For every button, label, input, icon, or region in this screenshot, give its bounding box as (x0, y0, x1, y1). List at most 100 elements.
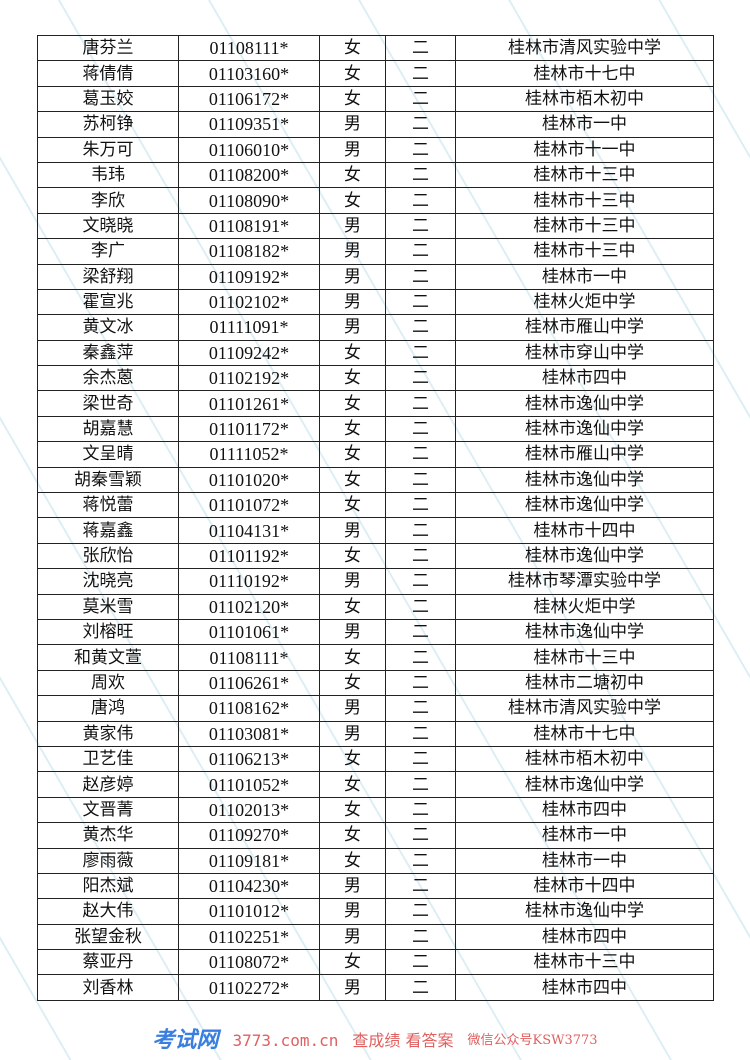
gender-cell: 女 (319, 644, 386, 671)
name-cell: 莫米雪 (37, 593, 179, 620)
school-cell: 桂林市琴潭实验中学 (455, 568, 714, 595)
table-row: 文呈晴 01111052* 女二桂林市雁山中学 (37, 441, 714, 468)
table-row: 李广 01108182* 男二桂林市十三中 (37, 238, 714, 265)
gender-cell: 男 (319, 974, 386, 1001)
grade-cell: 二 (385, 847, 456, 874)
gender-cell: 女 (319, 847, 386, 874)
id-cell: 01101061* (178, 618, 320, 646)
table-row: 李欣 01108090* 女二桂林市十三中 (37, 187, 714, 214)
school-cell: 桂林市逸仙中学 (455, 415, 714, 443)
id-cell: 01101192* (178, 542, 320, 570)
grade-cell: 二 (385, 111, 456, 138)
school-cell: 桂林火炬中学 (455, 593, 714, 620)
school-cell: 桂林市十三中 (455, 238, 714, 265)
table-row: 黄杰华 01109270* 女二桂林市一中 (37, 822, 714, 849)
grade-cell: 二 (385, 415, 456, 443)
table-row: 苏柯铮 01109351* 男二桂林市一中 (37, 111, 714, 138)
gender-cell: 男 (319, 314, 386, 341)
grade-cell: 二 (385, 898, 456, 925)
school-cell: 桂林市逸仙中学 (455, 492, 714, 519)
name-cell: 文晋菁 (37, 796, 179, 824)
name-cell: 李广 (37, 238, 179, 265)
id-cell: 01106010* (178, 136, 320, 163)
name-cell: 和黄文萱 (37, 644, 179, 671)
name-cell: 黄家伟 (37, 720, 179, 747)
name-cell: 文呈晴 (37, 441, 179, 468)
table-row: 韦玮 01108200* 女二桂林市十三中 (37, 161, 714, 189)
id-cell: 01109270* (178, 822, 320, 849)
name-cell: 黄文冰 (37, 314, 179, 341)
school-cell: 桂林市一中 (455, 111, 714, 138)
name-cell: 阳杰斌 (37, 872, 179, 900)
name-cell: 蒋嘉鑫 (37, 517, 179, 544)
gender-cell: 女 (319, 339, 386, 367)
school-cell: 桂林市二塘初中 (455, 669, 714, 697)
gender-cell: 女 (319, 365, 386, 392)
id-cell: 01108162* (178, 695, 320, 722)
gender-cell: 男 (319, 720, 386, 747)
grade-cell: 二 (385, 517, 456, 544)
name-cell: 周欢 (37, 669, 179, 697)
grade-cell: 二 (385, 466, 456, 494)
name-cell: 霍宣兆 (37, 288, 179, 316)
id-cell: 01109242* (178, 339, 320, 367)
school-cell: 桂林市十三中 (455, 161, 714, 189)
name-cell: 赵彦婷 (37, 771, 179, 798)
gender-cell: 女 (319, 390, 386, 417)
table-row: 梁舒翔 01109192* 男二桂林市一中 (37, 263, 714, 290)
name-cell: 卫艺佳 (37, 745, 179, 773)
id-cell: 01101020* (178, 466, 320, 494)
id-cell: 01101072* (178, 492, 320, 519)
grade-cell: 二 (385, 745, 456, 773)
id-cell: 01101012* (178, 898, 320, 925)
grade-cell: 二 (385, 771, 456, 798)
table-row: 霍宣兆 01102102* 男二桂林火炬中学 (37, 288, 714, 316)
gender-cell: 女 (319, 60, 386, 87)
school-cell: 桂林市栢木初中 (455, 745, 714, 773)
id-cell: 01109351* (178, 111, 320, 138)
school-cell: 桂林市四中 (455, 796, 714, 824)
grade-cell: 二 (385, 644, 456, 671)
gender-cell: 女 (319, 187, 386, 214)
school-cell: 桂林市十四中 (455, 517, 714, 544)
grade-cell: 二 (385, 974, 456, 1001)
school-cell: 桂林市一中 (455, 847, 714, 874)
school-cell: 桂林市栢木初中 (455, 85, 714, 113)
grade-cell: 二 (385, 923, 456, 951)
name-cell: 苏柯铮 (37, 111, 179, 138)
table-row: 余杰蒽 01102192* 女二桂林市四中 (37, 365, 714, 392)
school-cell: 桂林市十三中 (455, 644, 714, 671)
id-cell: 01106172* (178, 85, 320, 113)
id-cell: 01108191* (178, 212, 320, 240)
school-cell: 桂林市十四中 (455, 872, 714, 900)
school-cell: 桂林市逸仙中学 (455, 466, 714, 494)
name-cell: 蒋悦蕾 (37, 492, 179, 519)
id-cell: 01101052* (178, 771, 320, 798)
gender-cell: 女 (319, 492, 386, 519)
name-cell: 刘香林 (37, 974, 179, 1001)
id-cell: 01104230* (178, 872, 320, 900)
school-cell: 桂林市逸仙中学 (455, 771, 714, 798)
grade-cell: 二 (385, 212, 456, 240)
table-row: 赵大伟 01101012* 男二桂林市逸仙中学 (37, 898, 714, 925)
gender-cell: 男 (319, 898, 386, 925)
grade-cell: 二 (385, 161, 456, 189)
id-cell: 01101172* (178, 415, 320, 443)
name-cell: 韦玮 (37, 161, 179, 189)
table-row: 廖雨薇 01109181* 女二桂林市一中 (37, 847, 714, 874)
school-cell: 桂林市四中 (455, 974, 714, 1001)
name-cell: 朱万可 (37, 136, 179, 163)
gender-cell: 女 (319, 593, 386, 620)
id-cell: 01104131* (178, 517, 320, 544)
school-cell: 桂林市一中 (455, 822, 714, 849)
name-cell: 张欣怡 (37, 542, 179, 570)
gender-cell: 男 (319, 111, 386, 138)
table-row: 蒋倩倩 01103160* 女二桂林市十七中 (37, 60, 714, 87)
name-cell: 唐芬兰 (37, 34, 179, 62)
id-cell: 01108200* (178, 161, 320, 189)
table-row: 赵彦婷 01101052* 女二桂林市逸仙中学 (37, 771, 714, 798)
table-row: 刘香林 01102272* 男二桂林市四中 (37, 974, 714, 1001)
name-cell: 唐鸿 (37, 695, 179, 722)
school-cell: 桂林市十三中 (455, 187, 714, 214)
school-cell: 桂林市四中 (455, 923, 714, 951)
